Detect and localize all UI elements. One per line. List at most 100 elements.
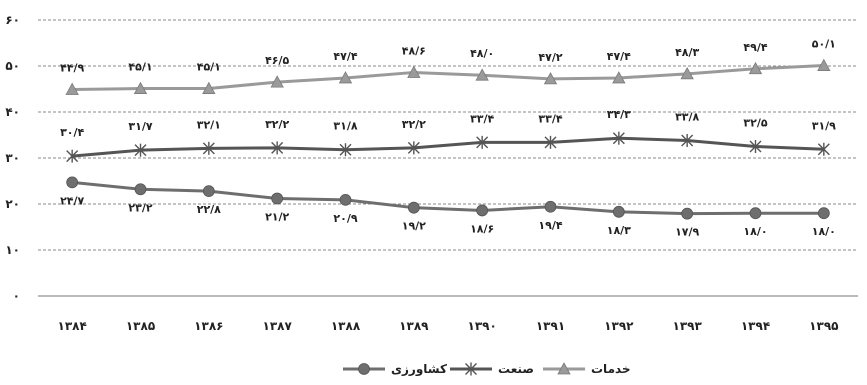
circle-marker	[202, 185, 215, 198]
series-line	[72, 64, 824, 91]
circle-marker	[817, 207, 830, 220]
data-label: ۲۴/۷	[60, 194, 84, 207]
series-line	[72, 136, 824, 158]
legend-label: خدمات	[591, 362, 631, 376]
asterisk-marker	[749, 140, 762, 153]
x-tick-label: ۱۳۹۵	[809, 319, 838, 333]
legend-item: صنعت	[450, 362, 534, 376]
asterisk-marker	[271, 141, 284, 155]
triangle-marker	[270, 75, 284, 88]
data-label: ۵۰/۱	[812, 38, 836, 51]
circle-marker	[66, 176, 79, 189]
data-label: ۱۸/۰	[743, 225, 767, 238]
asterisk-marker	[681, 134, 694, 148]
triangle-marker	[557, 362, 571, 375]
x-tick-label: ۱۳۹۴	[741, 319, 770, 333]
asterisk-marker	[202, 141, 215, 155]
triangle-marker	[543, 72, 558, 85]
data-label: ۲۱/۲	[265, 210, 289, 223]
data-label: ۳۱/۹	[812, 119, 836, 132]
legend-label: صنعت	[498, 362, 534, 376]
series-line	[72, 180, 824, 216]
data-label: ۳۴/۳	[607, 108, 631, 121]
asterisk-marker	[544, 135, 557, 149]
data-label: ۴۵/۱	[128, 61, 152, 74]
x-tick-label: ۱۳۹۱	[536, 319, 565, 333]
data-label: ۳۳/۴	[538, 112, 562, 125]
circle-marker	[749, 207, 762, 220]
asterisk-marker	[612, 131, 625, 145]
data-label: ۳۳/۸	[675, 111, 699, 124]
triangle-marker	[407, 65, 421, 78]
data-labels: ۴۴/۹ ۴۵/۱ ۴۵/۱ ۴۶/۵ ۴۷/۴ ۴۸/۶ ۴۸/۰ ۴۷/۲ ۴۷/۴ ۴۸/۳…	[60, 38, 836, 239]
circle-marker	[407, 201, 420, 214]
legend-item: خدمات	[543, 362, 631, 376]
triangle-marker	[748, 61, 763, 75]
y-tick-label: ۲۰	[5, 197, 20, 211]
data-label: ۳۲/۲	[402, 118, 426, 131]
data-label: ۴۸/۳	[675, 46, 699, 59]
y-tick-label: ۱۰	[5, 243, 20, 257]
data-label: ۲۰/۹	[333, 212, 357, 225]
asterisk-marker	[465, 362, 477, 376]
triangle-marker	[817, 58, 831, 71]
gridlines	[38, 19, 858, 297]
data-label: ۲۲/۸	[197, 203, 221, 216]
data-label: ۱۸/۶	[470, 222, 494, 235]
triangle-marker	[65, 82, 79, 95]
legend-label: کشاورزی	[391, 362, 447, 377]
y-tick-label: ۵۰	[5, 59, 20, 73]
x-tick-label: ۱۳۸۹	[399, 319, 429, 333]
circle-marker	[358, 363, 370, 375]
circle-marker	[476, 204, 489, 217]
data-label: ۱۷/۹	[675, 226, 699, 239]
circle-marker	[681, 207, 694, 220]
asterisk-marker	[817, 142, 830, 156]
x-tick-label: ۱۳۸۶	[194, 319, 223, 333]
x-tick-label: ۱۳۸۴	[58, 319, 87, 333]
triangle-marker	[612, 71, 626, 84]
data-label: ۴۹/۴	[743, 41, 767, 54]
asterisk-marker	[339, 143, 352, 157]
y-tick-label: ۳۰	[5, 151, 20, 165]
asterisk-marker	[66, 149, 79, 163]
legend-item: کشاورزی	[343, 362, 447, 377]
x-tick-label: ۱۳۸۸	[331, 319, 361, 333]
triangle-marker	[133, 81, 148, 94]
data-label: ۳۲/۲	[265, 118, 289, 131]
y-tick-label: ۰	[13, 289, 20, 303]
asterisk-marker	[476, 135, 489, 149]
x-tick-label: ۱۳۸۷	[263, 319, 293, 333]
y-tick-label: ۶۰	[5, 13, 20, 27]
data-label: ۴۴/۹	[60, 61, 84, 74]
data-label: ۳۱/۷	[128, 120, 152, 133]
data-label: ۴۸/۶	[402, 44, 426, 57]
triangle-marker	[202, 81, 216, 94]
x-tick-label: ۱۳۹۲	[604, 319, 634, 333]
data-label: ۱۹/۲	[402, 220, 426, 233]
x-tick-label: ۱۳۸۵	[126, 319, 155, 333]
data-label: ۱۸/۰	[812, 225, 836, 238]
triangle-marker	[680, 66, 694, 80]
data-label: ۳۲/۵	[743, 117, 767, 130]
data-label: ۳۰/۴	[60, 126, 84, 139]
triangle-marker	[475, 68, 489, 81]
data-label: ۳۳/۴	[470, 112, 494, 125]
circle-marker	[612, 205, 625, 218]
data-label: ۱۸/۳	[607, 224, 631, 237]
y-axis: ۰ ۱۰ ۲۰ ۳۰ ۴۰ ۵۰ ۶۰	[5, 13, 20, 303]
data-label: ۴۶/۵	[265, 54, 289, 67]
data-label: ۳۲/۱	[197, 118, 221, 131]
circle-marker	[134, 183, 147, 196]
x-tick-label: ۱۳۹۰	[468, 319, 497, 333]
triangle-marker	[338, 71, 353, 84]
circle-marker	[544, 200, 557, 213]
data-label: ۴۷/۴	[333, 50, 357, 63]
circle-marker	[339, 193, 352, 206]
data-label: ۲۳/۲	[128, 201, 152, 214]
data-label: ۴۷/۲	[538, 51, 562, 64]
data-label: ۴۵/۱	[197, 61, 221, 74]
data-label: ۱۹/۴	[538, 219, 562, 232]
asterisk-marker	[134, 143, 147, 157]
